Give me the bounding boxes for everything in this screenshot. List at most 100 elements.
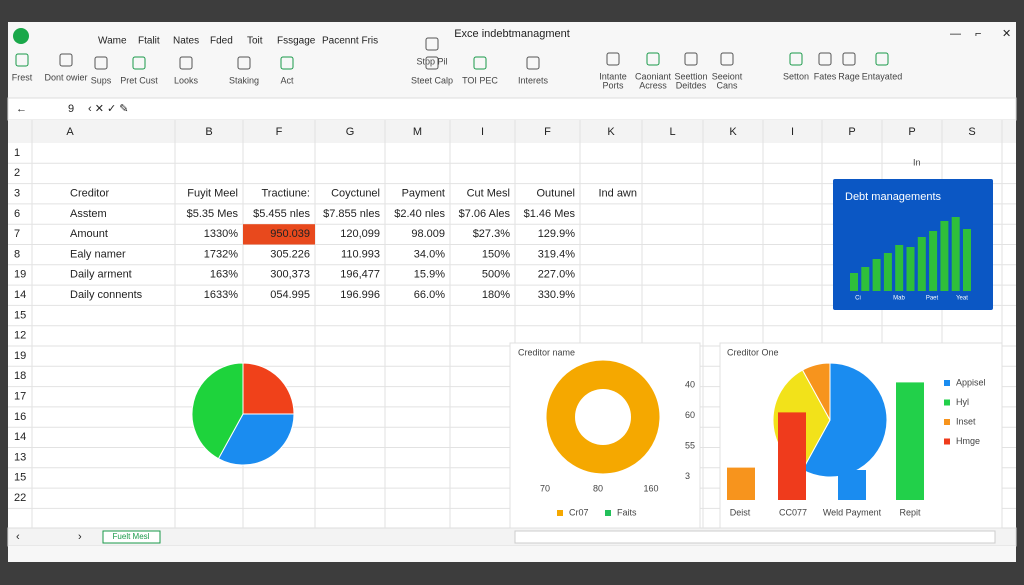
- bar: [778, 412, 806, 500]
- ribbon-label[interactable]: Cans: [716, 80, 738, 90]
- cell: Daily connents: [70, 289, 143, 301]
- column-header: L: [669, 126, 675, 138]
- ribbon-tab[interactable]: Toit: [247, 36, 263, 47]
- bar: [917, 237, 926, 291]
- ribbon-label[interactable]: Deitdes: [676, 80, 707, 90]
- cell: 1330%: [204, 228, 238, 240]
- cell: 15.9%: [414, 269, 445, 281]
- ribbon-label[interactable]: Looks: [174, 75, 199, 85]
- scrollbar[interactable]: [514, 530, 996, 544]
- scroll-left[interactable]: ‹: [16, 531, 20, 543]
- cell: 227.0%: [538, 269, 576, 281]
- column-header: P: [848, 126, 855, 138]
- highlight-cell: [243, 224, 315, 245]
- column-header: K: [607, 126, 615, 138]
- ribbon-label[interactable]: Act: [280, 75, 294, 85]
- ribbon-icon: [473, 56, 487, 70]
- cell: Ind awn: [598, 188, 637, 200]
- cell: 110.993: [341, 248, 380, 260]
- legend-swatch: [944, 380, 950, 386]
- row-header: 16: [14, 411, 26, 423]
- ribbon-label[interactable]: Interets: [518, 75, 549, 85]
- ribbon-tab[interactable]: Fssgage: [277, 36, 316, 47]
- ribbon-label[interactable]: Staking: [229, 75, 259, 85]
- ribbon-icon: [526, 56, 540, 70]
- ribbon-tab[interactable]: Fded: [210, 36, 233, 47]
- ribbon-label[interactable]: TOI PEC: [462, 75, 498, 85]
- ribbon-tab[interactable]: Nates: [173, 36, 199, 47]
- row-header: 6: [14, 208, 20, 220]
- cell: Coyctunel: [331, 188, 380, 200]
- cell: $2.40 nles: [394, 208, 445, 220]
- minimize[interactable]: —: [950, 28, 961, 40]
- cell: 98.009: [411, 228, 445, 240]
- cancel[interactable]: ‹ ✕ ✓ ✎: [88, 103, 128, 115]
- cell: 1732%: [204, 248, 238, 260]
- legend-label: Inset: [956, 416, 976, 426]
- ribbon-label[interactable]: Ports: [602, 80, 624, 90]
- ribbon-label[interactable]: Setton: [783, 71, 809, 81]
- axis-label: Mab: [893, 296, 905, 302]
- ribbon-label[interactable]: Seeiont: [712, 71, 743, 81]
- cell: $5.35 Mes: [187, 208, 239, 220]
- ribbon-label[interactable]: Fates: [814, 71, 837, 81]
- column-header: A: [66, 126, 74, 138]
- ribbon-label[interactable]: Stpp Pil: [416, 56, 447, 66]
- column-header: S: [968, 126, 975, 138]
- column-header-bg: [8, 120, 1016, 143]
- ribbon-icon: [684, 52, 698, 66]
- app-icon: [13, 28, 29, 44]
- restore[interactable]: ⌐: [975, 28, 981, 40]
- close[interactable]: ✕: [1002, 28, 1011, 40]
- legend-label: Hmge: [956, 436, 980, 446]
- pie-slice: [801, 362, 888, 478]
- ribbon-label[interactable]: Steet Calp: [411, 75, 453, 85]
- column-header: F: [544, 126, 551, 138]
- bar: [963, 229, 971, 291]
- column-header: B: [205, 126, 212, 138]
- ribbon-label[interactable]: Frest: [12, 72, 33, 82]
- axis-label: 60: [685, 410, 695, 420]
- pie-slice: [242, 362, 295, 415]
- ribbon-icon: [875, 52, 889, 66]
- row-header: 22: [14, 492, 26, 504]
- cell: 500%: [482, 269, 510, 281]
- ribbon-icon: [720, 52, 734, 66]
- axis-label: 80: [593, 483, 603, 493]
- cell: Fuyit Meel: [187, 188, 238, 200]
- cell: Asstem: [70, 208, 107, 220]
- ribbon-label[interactable]: Sups: [91, 75, 112, 85]
- sheet-tab[interactable]: [102, 530, 161, 544]
- legend-label: Appisel: [956, 377, 986, 387]
- ribbon-label[interactable]: Seettion: [674, 71, 707, 81]
- row-header: 17: [14, 391, 26, 403]
- bar: [838, 470, 866, 500]
- ribbon-label[interactable]: Caoniant: [635, 71, 672, 81]
- axis-label: Paet: [926, 296, 939, 302]
- note: In: [913, 157, 921, 167]
- ribbon-label[interactable]: Acress: [639, 80, 667, 90]
- ribbon-label[interactable]: Intante: [599, 71, 627, 81]
- name-box: 9: [68, 103, 74, 115]
- axis-label: 55: [685, 440, 695, 450]
- ribbon-icon: [179, 56, 193, 70]
- axis-label: 3: [685, 471, 690, 481]
- cell: $5.455 nles: [253, 208, 310, 220]
- ribbon-label[interactable]: Pret Cust: [120, 75, 158, 85]
- ribbon-icon: [59, 53, 73, 67]
- ribbon-tab[interactable]: Ftalit: [138, 36, 160, 47]
- cell: 150%: [482, 248, 510, 260]
- sheet-tab-label: Fuelt Mesl: [113, 532, 150, 541]
- scroll-right[interactable]: ›: [78, 531, 82, 543]
- legend-swatch: [605, 510, 611, 516]
- ribbon-tab[interactable]: Wame: [98, 36, 127, 47]
- window-title: Exce indebtmanagment: [454, 28, 570, 40]
- legend-swatch: [944, 438, 950, 445]
- ribbon-label[interactable]: Entayated: [862, 71, 903, 81]
- ribbon-tab[interactable]: Pacennt Fris: [322, 36, 378, 47]
- column-header: I: [481, 126, 484, 138]
- ribbon-label[interactable]: Dont owier: [44, 72, 87, 82]
- ribbon-label[interactable]: Rage: [838, 71, 860, 81]
- cell: 330.9%: [538, 289, 576, 301]
- row-header: 8: [14, 248, 20, 260]
